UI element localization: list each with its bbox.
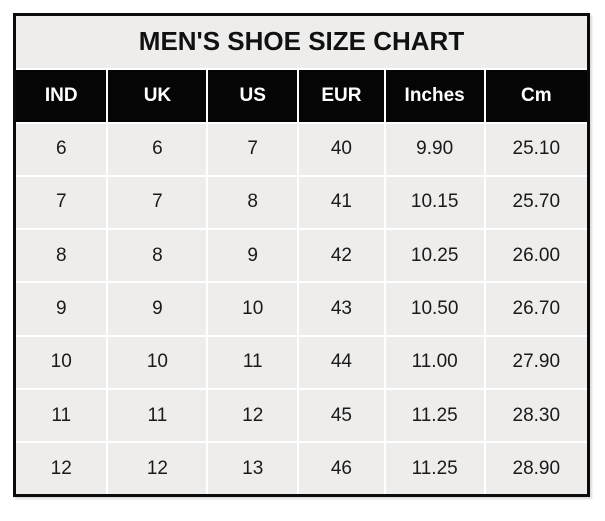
- table-cell: 26.00: [483, 228, 590, 284]
- column-header-inches: Inches: [383, 67, 486, 124]
- table-cell: 12: [13, 441, 109, 497]
- table-cell: 11: [206, 334, 300, 390]
- table-cell: 11: [13, 387, 109, 444]
- table-cell: 11.25: [383, 441, 486, 497]
- column-header-eur: EUR: [297, 67, 386, 124]
- table-cell: 10.50: [383, 281, 486, 337]
- table-cell: 28.30: [483, 387, 590, 444]
- table-cell: 8: [106, 228, 209, 284]
- table-cell: 40: [297, 121, 386, 177]
- table-cell: 11.25: [383, 387, 486, 444]
- table-cell: 10: [106, 334, 209, 390]
- table-cell: 10.25: [383, 228, 486, 284]
- table-cell: 25.10: [483, 121, 590, 177]
- table-row: 8 8 9 42 10.25 26.00: [13, 228, 590, 284]
- table-cell: 12: [106, 441, 209, 497]
- table-cell: 10.15: [383, 174, 486, 231]
- table-cell: 7: [13, 174, 109, 231]
- table-row: 9 9 10 43 10.50 26.70: [13, 281, 590, 337]
- table-cell: 46: [297, 441, 386, 497]
- table-cell: 11: [106, 387, 209, 444]
- table-cell: 26.70: [483, 281, 590, 337]
- table-cell: 8: [13, 228, 109, 284]
- header-row: IND UK US EUR Inches Cm: [13, 67, 590, 124]
- table-cell: 9: [13, 281, 109, 337]
- table-cell: 6: [106, 121, 209, 177]
- table-cell: 45: [297, 387, 386, 444]
- table-cell: 11.00: [383, 334, 486, 390]
- table-cell: 9: [206, 228, 300, 284]
- table-row: 7 7 8 41 10.15 25.70: [13, 174, 590, 231]
- table-cell: 28.90: [483, 441, 590, 497]
- table-cell: 13: [206, 441, 300, 497]
- table-cell: 12: [206, 387, 300, 444]
- page-title: MEN'S SHOE SIZE CHART: [13, 13, 590, 70]
- title-row: MEN'S SHOE SIZE CHART: [13, 13, 590, 70]
- table-cell: 10: [13, 334, 109, 390]
- table-cell: 7: [206, 121, 300, 177]
- table-cell: 41: [297, 174, 386, 231]
- table-cell: 44: [297, 334, 386, 390]
- table-cell: 43: [297, 281, 386, 337]
- table-cell: 7: [106, 174, 209, 231]
- column-header-us: US: [206, 67, 300, 124]
- table-cell: 42: [297, 228, 386, 284]
- column-header-cm: Cm: [483, 67, 590, 124]
- table-row: 12 12 13 46 11.25 28.90: [13, 441, 590, 497]
- table-cell: 9: [106, 281, 209, 337]
- table-row: 11 11 12 45 11.25 28.30: [13, 387, 590, 444]
- column-header-uk: UK: [106, 67, 209, 124]
- column-header-ind: IND: [13, 67, 109, 124]
- table-row: 10 10 11 44 11.00 27.90: [13, 334, 590, 390]
- table-cell: 25.70: [483, 174, 590, 231]
- shoe-size-chart-table: MEN'S SHOE SIZE CHART IND UK US EUR Inch…: [13, 13, 590, 497]
- table-cell: 27.90: [483, 334, 590, 390]
- table-row: 6 6 7 40 9.90 25.10: [13, 121, 590, 177]
- table-cell: 8: [206, 174, 300, 231]
- table-cell: 10: [206, 281, 300, 337]
- table-cell: 9.90: [383, 121, 486, 177]
- table-cell: 6: [13, 121, 109, 177]
